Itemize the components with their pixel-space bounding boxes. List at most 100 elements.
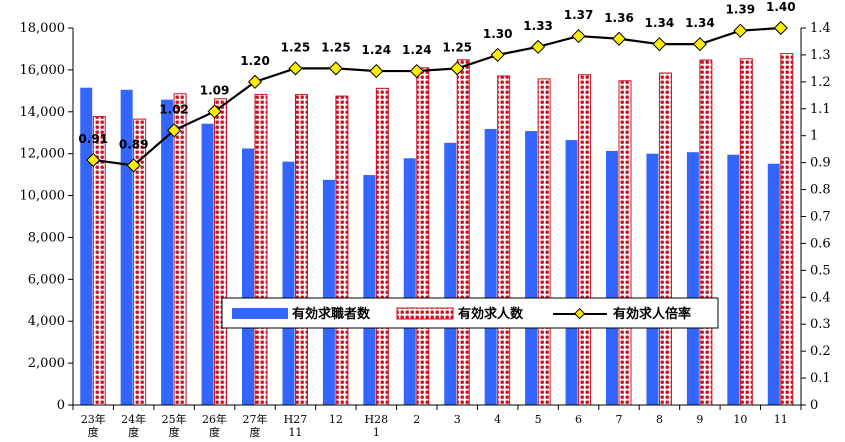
x-tick-label: 6 [575,413,582,426]
ratio-marker [126,158,141,173]
y-left-tick-label: 0 [57,398,65,413]
y-right-tick-label: 1.3 [810,48,831,63]
ratio-data-label: 1.34 [645,16,675,30]
ratio-data-label: 0.89 [119,137,149,151]
x-tick-label: 8 [656,413,663,426]
ratio-data-label: 1.25 [442,40,472,54]
x-tick-label: 12 [329,413,343,426]
ratio-marker [369,64,384,79]
ratio-marker [571,29,586,44]
y-left-tick-label: 6,000 [28,272,65,287]
bar-jobseekers [363,175,376,405]
x-tick-label: 2 [413,413,420,426]
bar-jobseekers [686,152,699,405]
legend-label-ratio: 有効求人倍率 [613,306,691,322]
legend-label-openings: 有効求人数 [458,306,524,322]
ratio-data-label: 1.30 [483,27,513,41]
y-right-tick-label: 0.2 [810,344,831,359]
bar-openings [173,93,187,406]
y-right-tick-label: 0.6 [810,236,831,251]
bar-openings [375,87,389,406]
bar-jobseekers [161,99,174,405]
ratio-marker [733,23,748,38]
ratio-data-label: 0.91 [78,132,108,146]
x-tick-label: 11 [774,413,788,426]
legend-marker-ratio [573,307,586,320]
bar-jobseekers [120,89,133,406]
legend-label-jobseekers: 有効求職者数 [292,306,371,322]
x-tick-label: 3 [454,413,461,426]
ratio-data-label: 1.33 [523,19,553,33]
ratio-data-label: 1.37 [564,8,594,22]
x-tick-label: 5 [535,413,542,426]
y-right-tick-label: 1.4 [810,21,831,36]
y-right-tick-label: 0.3 [810,317,831,332]
ratio-data-label: 1.25 [281,40,311,54]
bar-jobseekers [484,128,497,406]
y-right-tick-label: 1.2 [810,75,831,90]
x-tick-label: 27年度 [243,412,268,439]
ratio-marker [167,123,182,138]
x-tick-label: H28 1 [365,413,389,439]
ratio-marker [773,20,788,36]
ratio-data-label: 1.20 [240,54,270,68]
x-tick-label: H27 11 [284,413,308,439]
ratio-marker [652,37,667,52]
y-left-tick-label: 18,000 [20,21,66,36]
legend-swatch-jobseekers [232,308,288,319]
x-tick-label: 10 [733,413,747,426]
y-left-tick-label: 8,000 [28,230,65,245]
x-tick-label: 25年度 [162,412,187,439]
ratio-marker [328,61,343,76]
ratio-data-label: 1.09 [200,83,230,97]
bar-openings [294,94,308,406]
x-tick-label: 9 [696,413,703,426]
y-right-tick-label: 1 [810,129,818,144]
series-jobseekers-bars [80,87,780,406]
ratio-marker [611,31,627,46]
bar-jobseekers [767,163,780,405]
bar-jobseekers [444,142,457,405]
y-right-tick-label: 0.4 [810,290,831,305]
y-right-tick-label: 0.7 [810,210,831,225]
x-tick-label: 7 [616,413,623,426]
ratio-data-label: 1.40 [766,0,796,14]
ratio-marker [207,104,222,119]
y-left-tick-label: 12,000 [20,147,66,162]
bar-jobseekers [242,148,254,406]
bar-openings [739,58,753,406]
y-right-tick-label: 0.9 [810,156,831,171]
bar-openings [618,80,632,406]
ratio-data-label: 1.24 [402,43,432,57]
bar-openings [537,78,551,406]
x-tick-label: 26年度 [202,412,227,439]
bar-jobseekers [201,123,214,405]
bar-openings [456,59,470,406]
x-tick-label: 4 [494,413,501,426]
ratio-data-label: 1.02 [159,102,189,116]
bar-openings [578,74,592,406]
ratio-data-label: 1.39 [726,3,756,17]
y-right-tick-label: 0.1 [810,371,831,386]
bar-openings [780,53,794,406]
bar-openings [497,75,511,406]
bar-jobseekers [80,87,93,406]
y-left-tick-label: 2,000 [28,356,65,371]
data-labels: 0.91 0.89 1.02 1.09 1.20 1.25 1.25 1.24 1.24 1.25… [78,0,795,151]
ratio-data-label: 1.24 [362,43,392,57]
legend: 有効求職者数 有効求人数 有効求人倍率 [221,297,719,329]
y-left-tick-label: 4,000 [28,314,65,329]
y-right-tick-label: 0.8 [810,183,831,198]
ratio-marker [86,152,101,168]
bar-openings [699,59,713,406]
bar-openings [335,95,349,406]
bar-jobseekers [565,140,578,405]
bar-openings [254,93,268,406]
ratio-data-label: 1.25 [321,40,351,54]
legend-swatch-openings [396,307,454,320]
ratio-marker [288,61,303,76]
y-right-tick-label: 0.5 [810,263,831,278]
x-tick-label: 24年度 [121,412,146,439]
bar-openings [214,98,228,406]
